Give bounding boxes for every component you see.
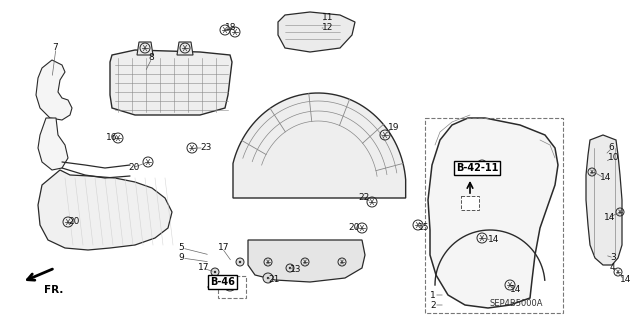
Polygon shape <box>428 118 558 308</box>
Text: 20: 20 <box>128 164 140 173</box>
Text: 20: 20 <box>348 224 360 233</box>
Text: 14: 14 <box>488 164 499 173</box>
Circle shape <box>267 277 269 279</box>
Text: 9: 9 <box>178 254 184 263</box>
Text: 14: 14 <box>510 286 522 294</box>
Text: FR.: FR. <box>44 285 63 295</box>
Text: 14: 14 <box>604 213 616 222</box>
Circle shape <box>465 198 475 208</box>
Text: 14: 14 <box>600 174 611 182</box>
Bar <box>461 196 479 210</box>
Polygon shape <box>110 50 232 115</box>
Text: 22: 22 <box>358 194 369 203</box>
Text: 2: 2 <box>430 300 436 309</box>
Text: 7: 7 <box>52 43 58 53</box>
Polygon shape <box>248 240 365 282</box>
Text: SEP4B5000A: SEP4B5000A <box>490 300 543 308</box>
Text: 4: 4 <box>610 263 616 272</box>
Polygon shape <box>137 42 153 55</box>
Circle shape <box>211 268 219 276</box>
Polygon shape <box>36 60 72 120</box>
Text: 8: 8 <box>148 54 154 63</box>
Text: 6: 6 <box>608 144 614 152</box>
Circle shape <box>236 258 244 266</box>
Circle shape <box>214 271 216 273</box>
Text: 17: 17 <box>218 243 230 253</box>
Circle shape <box>468 202 471 204</box>
Text: 23: 23 <box>200 144 211 152</box>
Circle shape <box>263 273 273 283</box>
Text: 21: 21 <box>268 276 280 285</box>
Circle shape <box>239 261 241 263</box>
Text: 14: 14 <box>488 235 499 244</box>
Bar <box>218 276 246 298</box>
Text: 12: 12 <box>322 24 333 33</box>
Bar <box>425 118 563 313</box>
Text: 15: 15 <box>418 224 429 233</box>
Text: 5: 5 <box>178 243 184 253</box>
Polygon shape <box>38 118 68 170</box>
Polygon shape <box>38 170 172 250</box>
Text: 16: 16 <box>106 133 118 143</box>
Text: 20: 20 <box>68 218 79 226</box>
Text: 13: 13 <box>290 265 301 275</box>
Text: 17: 17 <box>198 263 209 272</box>
Circle shape <box>289 267 291 269</box>
Polygon shape <box>586 135 622 265</box>
Polygon shape <box>177 42 193 55</box>
Text: 18: 18 <box>225 24 237 33</box>
Text: B-46: B-46 <box>210 277 235 287</box>
Text: 10: 10 <box>608 153 620 162</box>
Circle shape <box>286 264 294 272</box>
Text: 1: 1 <box>430 291 436 300</box>
Text: 14: 14 <box>620 276 632 285</box>
Polygon shape <box>278 12 355 52</box>
Text: B-42-11: B-42-11 <box>456 163 499 173</box>
Text: 19: 19 <box>388 123 399 132</box>
Text: 11: 11 <box>322 13 333 23</box>
Text: 3: 3 <box>610 254 616 263</box>
Polygon shape <box>233 93 406 198</box>
